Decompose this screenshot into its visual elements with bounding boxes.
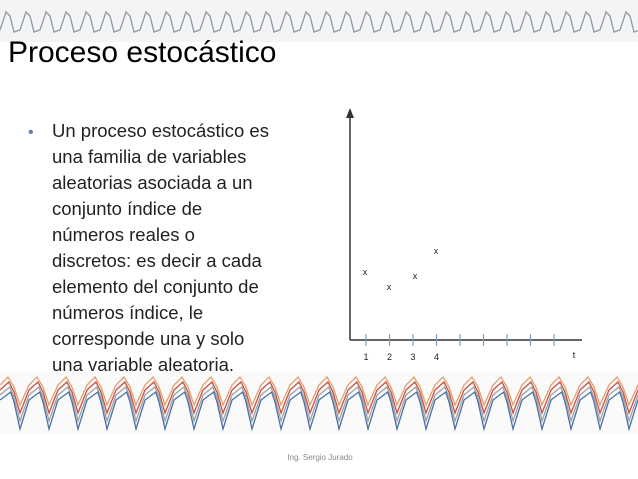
- slide-title: Proceso estocástico: [8, 36, 276, 69]
- y-axis-arrow: [346, 108, 354, 118]
- tick-label: 3: [410, 352, 415, 362]
- axis-label: t: [573, 350, 576, 360]
- point-label: x: [363, 267, 368, 277]
- bottom-wave: [0, 380, 638, 416]
- tick-label: 1: [363, 352, 368, 362]
- bullet-line: una familia de variables: [52, 146, 246, 167]
- footer: Ing. Sergio Jurado: [287, 453, 353, 462]
- bullet-line: Un proceso estocástico es: [52, 120, 269, 141]
- decoration: [0, 0, 638, 432]
- bullet-marker: •: [28, 124, 34, 141]
- bullet-line: números índice, le: [52, 302, 203, 323]
- bottom-wave: [0, 385, 638, 424]
- point-label: x: [434, 246, 439, 256]
- top-wave: [0, 10, 638, 33]
- bullet-line: aleatorias asociada a un: [52, 172, 253, 193]
- point-label: x: [387, 282, 392, 292]
- tick-label: 2: [387, 352, 392, 362]
- bullet-line: elemento del conjunto de: [52, 276, 259, 297]
- diagram: 1 2 3 4 t x x x x: [363, 246, 576, 362]
- bottom-wave: [0, 375, 638, 407]
- bullet-line: números reales o: [52, 224, 195, 245]
- point-label: x: [413, 271, 418, 281]
- bullet-text: Un proceso estocástico es una familia de …: [52, 120, 269, 375]
- bullet-line: una variable aleatoria.: [52, 354, 234, 375]
- bullet-line: conjunto índice de: [52, 198, 202, 219]
- bullet-line: discretos: es decir a cada: [52, 250, 262, 271]
- bottom-wave: [0, 390, 638, 432]
- tick-label: 4: [434, 352, 439, 362]
- bullet-line: corresponde una y solo: [52, 328, 244, 349]
